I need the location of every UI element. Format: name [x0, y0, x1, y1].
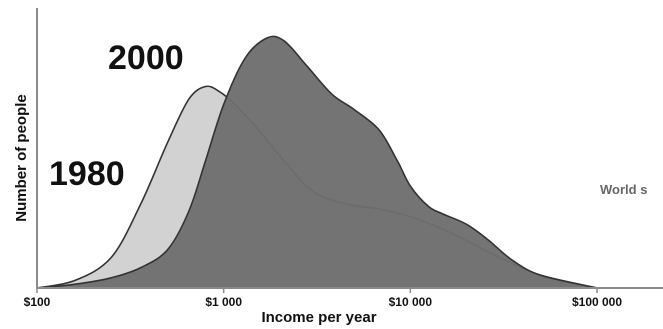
x-tick-label: $10 000	[389, 295, 433, 309]
series-area-2000	[36, 35, 598, 289]
y-axis-title: Number of people	[13, 94, 30, 222]
x-tick-label: $100	[24, 295, 51, 309]
x-tick-label: $1 000	[205, 295, 242, 309]
world-annotation: World s	[600, 182, 647, 197]
x-axis-ticks: $100 $1 000 $10 000 $100 000	[24, 288, 622, 309]
chart-areas	[36, 35, 598, 289]
series-label-1980: 1980	[49, 155, 125, 193]
x-tick-label: $100 000	[572, 295, 622, 309]
series-label-2000: 2000	[108, 39, 184, 77]
x-axis-title: Income per year	[261, 309, 376, 326]
